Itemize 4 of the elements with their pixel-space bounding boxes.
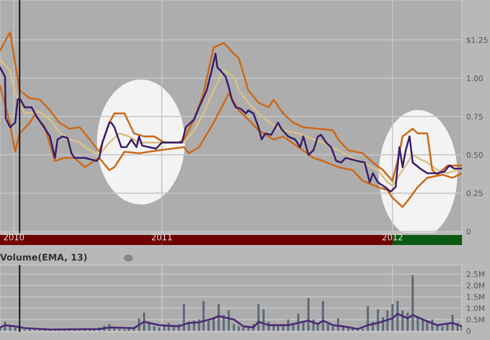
x-tick-label: 2011 [152, 234, 172, 240]
chart-title: Volume(EMA, 13) [0, 254, 87, 262]
x-tick-label: 2010 [4, 234, 24, 240]
x-tick-label: 2012 [382, 234, 402, 240]
